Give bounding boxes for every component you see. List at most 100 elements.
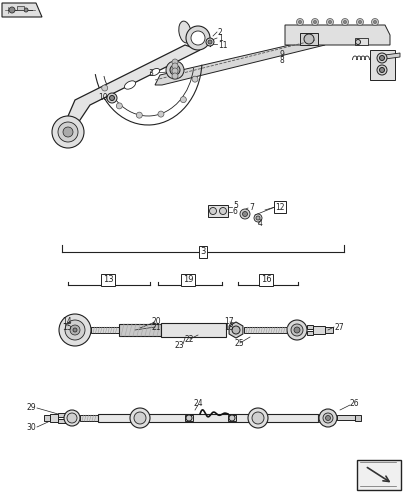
Polygon shape (354, 38, 367, 45)
Circle shape (286, 320, 306, 340)
Bar (58, 413, 72, 417)
Bar (98, 414, 317, 422)
Circle shape (247, 408, 267, 428)
Circle shape (343, 20, 345, 24)
Bar (80, 415, 98, 421)
Bar (354, 415, 360, 421)
Bar (312, 326, 324, 334)
Circle shape (64, 410, 80, 426)
Bar (243, 327, 288, 333)
Ellipse shape (178, 21, 191, 43)
Text: 10: 10 (98, 92, 107, 102)
Circle shape (254, 214, 261, 222)
Text: 7: 7 (248, 202, 253, 211)
Circle shape (219, 208, 226, 214)
Ellipse shape (124, 81, 135, 89)
Circle shape (252, 412, 263, 424)
Text: 22: 22 (185, 336, 194, 344)
Circle shape (185, 415, 192, 421)
Text: 11: 11 (217, 40, 227, 50)
Circle shape (65, 320, 85, 340)
Circle shape (322, 413, 332, 423)
Circle shape (63, 127, 73, 137)
Circle shape (70, 325, 80, 335)
Text: 6: 6 (232, 208, 237, 216)
Circle shape (318, 409, 336, 427)
Text: 26: 26 (349, 400, 359, 408)
Text: 18: 18 (224, 322, 233, 332)
Circle shape (373, 20, 375, 24)
Bar (306, 325, 312, 329)
Circle shape (341, 18, 347, 26)
Circle shape (205, 38, 213, 46)
Circle shape (59, 314, 91, 346)
Circle shape (239, 209, 249, 219)
Circle shape (298, 20, 301, 24)
Circle shape (134, 412, 146, 424)
Text: 21: 21 (151, 322, 161, 332)
Circle shape (67, 413, 77, 423)
Polygon shape (228, 322, 242, 338)
Circle shape (52, 116, 84, 148)
Bar (161, 323, 226, 337)
Text: 8: 8 (279, 56, 284, 64)
Circle shape (207, 40, 211, 44)
Text: 3: 3 (148, 68, 153, 78)
Bar (91, 327, 119, 333)
Text: 27: 27 (334, 322, 344, 332)
Polygon shape (207, 205, 228, 217)
Circle shape (355, 40, 360, 44)
Text: 20: 20 (151, 318, 161, 326)
Circle shape (326, 18, 333, 26)
Circle shape (158, 111, 164, 117)
Bar (336, 416, 354, 420)
Bar (356, 460, 400, 490)
Circle shape (376, 53, 386, 63)
Circle shape (180, 96, 186, 102)
Circle shape (356, 18, 362, 26)
Circle shape (328, 20, 331, 24)
Circle shape (376, 65, 386, 75)
Circle shape (379, 56, 384, 60)
Bar (185, 415, 192, 421)
Polygon shape (2, 3, 42, 17)
Text: 9: 9 (279, 50, 284, 58)
Text: 29: 29 (26, 404, 36, 412)
Text: 1: 1 (217, 34, 222, 42)
Bar (317, 414, 319, 422)
Circle shape (172, 68, 177, 74)
Bar (228, 415, 235, 421)
Text: 13: 13 (102, 276, 113, 284)
Circle shape (58, 122, 78, 142)
Circle shape (116, 103, 122, 109)
Circle shape (185, 26, 209, 50)
Bar (299, 33, 317, 45)
Text: 17: 17 (224, 318, 233, 326)
Text: 15: 15 (62, 322, 71, 332)
Circle shape (358, 20, 360, 24)
Circle shape (293, 327, 299, 333)
Polygon shape (17, 6, 24, 10)
Circle shape (101, 85, 107, 91)
Circle shape (130, 408, 149, 428)
Circle shape (107, 93, 117, 103)
Circle shape (170, 65, 179, 75)
Circle shape (303, 34, 313, 44)
Circle shape (313, 20, 316, 24)
Text: 2: 2 (217, 28, 222, 36)
Bar (119, 328, 218, 332)
Text: 3: 3 (200, 248, 205, 256)
Bar (44, 415, 50, 421)
Circle shape (136, 112, 142, 118)
Polygon shape (155, 38, 324, 85)
Circle shape (242, 212, 247, 216)
Circle shape (379, 68, 384, 72)
Polygon shape (384, 53, 399, 59)
Text: 19: 19 (182, 276, 193, 284)
Circle shape (9, 7, 15, 13)
Circle shape (256, 216, 259, 220)
Text: 24: 24 (193, 400, 202, 408)
Circle shape (228, 415, 234, 421)
Bar (324, 327, 332, 333)
Circle shape (172, 59, 177, 65)
